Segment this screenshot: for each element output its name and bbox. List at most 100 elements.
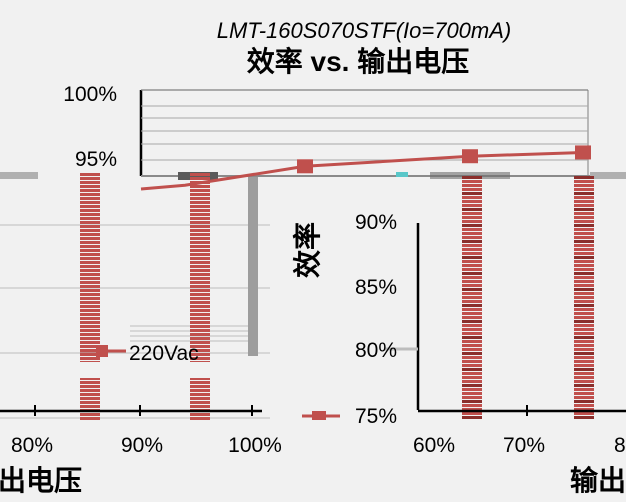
striped-columns [78, 173, 594, 420]
y-axis-title: 效率 [291, 222, 323, 278]
stripe-2 [462, 268, 482, 271]
stripe-1 [190, 249, 210, 252]
stripe-2 [462, 320, 482, 323]
stripe-3 [574, 388, 594, 391]
stripe-1 [190, 285, 210, 288]
stripe-0 [80, 181, 100, 184]
stripe-3 [574, 188, 594, 191]
stripe-1 [190, 221, 210, 224]
stripe-3 [574, 220, 594, 223]
stripe-2 [462, 328, 482, 331]
y-tick-95: 95% [75, 148, 117, 171]
y-tick-75: 75% [355, 405, 397, 428]
stripe-2 [462, 376, 482, 379]
stripe-2 [462, 224, 482, 227]
stripe-3 [574, 384, 594, 387]
stripe-1 [190, 241, 210, 244]
stripe-2 [462, 176, 482, 179]
stripe-0 [80, 289, 100, 292]
stripe-3 [574, 356, 594, 359]
stripe-1 [190, 293, 210, 296]
upper-plot-frame [139, 89, 626, 177]
stripe-0 [80, 329, 100, 332]
stripe-3 [574, 304, 594, 307]
stripe-2 [462, 280, 482, 283]
stripe-0 [80, 241, 100, 244]
stripe-0 [80, 281, 100, 284]
stripe-0 [80, 197, 100, 200]
stripe-2 [462, 192, 482, 195]
lower-plot-frame [0, 223, 626, 416]
stripe-1 [190, 173, 210, 176]
stripe-1 [190, 333, 210, 336]
stripe-2 [462, 288, 482, 291]
y-tick-80: 80% [355, 339, 397, 362]
stripe-3 [574, 324, 594, 327]
stripe-1 [190, 205, 210, 208]
stripe-2 [462, 344, 482, 347]
stripe-0 [80, 309, 100, 312]
stripe-3 [574, 296, 594, 299]
stripe-2 [462, 184, 482, 187]
stripe-gap-0 [78, 362, 102, 378]
stripe-3 [574, 180, 594, 183]
stripe-1 [190, 385, 210, 388]
stripe-0 [80, 209, 100, 212]
stripe-3 [574, 228, 594, 231]
stripe-0 [80, 321, 100, 324]
y-tick-100: 100% [63, 83, 117, 106]
stripe-0 [80, 405, 100, 408]
stripe-2 [462, 304, 482, 307]
stripe-2 [462, 380, 482, 383]
stripe-0 [80, 261, 100, 264]
stripe-2 [462, 296, 482, 299]
stripe-2 [462, 196, 482, 199]
stripe-2 [462, 348, 482, 351]
stripe-3 [574, 348, 594, 351]
stripe-2 [462, 276, 482, 279]
stripe-2 [462, 416, 482, 419]
stripe-2 [462, 364, 482, 367]
stripe-0 [80, 193, 100, 196]
stripe-1 [190, 349, 210, 352]
stripe-1 [190, 413, 210, 416]
stripe-3 [574, 260, 594, 263]
stripe-2 [462, 324, 482, 327]
stripe-1 [190, 393, 210, 396]
stripe-1 [190, 229, 210, 232]
stripe-1 [190, 309, 210, 312]
stripe-2 [462, 312, 482, 315]
stripe-2 [462, 208, 482, 211]
stripe-2 [462, 236, 482, 239]
stripe-3 [574, 256, 594, 259]
stripe-0 [80, 389, 100, 392]
stripe-3 [574, 212, 594, 215]
stripe-2 [462, 308, 482, 311]
stripe-0 [80, 381, 100, 384]
stripe-2 [462, 264, 482, 267]
stripe-3 [574, 236, 594, 239]
stripe-1 [190, 401, 210, 404]
stripe-2 [462, 272, 482, 275]
stripe-1 [190, 237, 210, 240]
chart-subtitle: LMT-160S070STF(Io=700mA) [217, 18, 512, 43]
stripe-1 [190, 345, 210, 348]
stripe-3 [574, 292, 594, 295]
stripe-1 [190, 277, 210, 280]
stripe-2 [462, 204, 482, 207]
y-tick-85: 85% [355, 276, 397, 299]
stripe-0 [80, 201, 100, 204]
legend: 220Vac [80, 342, 340, 420]
stripe-2 [462, 352, 482, 355]
series-layer [140, 145, 591, 191]
stripe-1 [190, 305, 210, 308]
stripe-1 [190, 357, 210, 360]
stripe-1 [190, 201, 210, 204]
stripe-0 [80, 397, 100, 400]
x-tick-70: 70% [503, 434, 545, 457]
stripe-3 [574, 252, 594, 255]
stripe-1 [190, 253, 210, 256]
stripe-2 [462, 408, 482, 411]
stripe-2 [462, 252, 482, 255]
